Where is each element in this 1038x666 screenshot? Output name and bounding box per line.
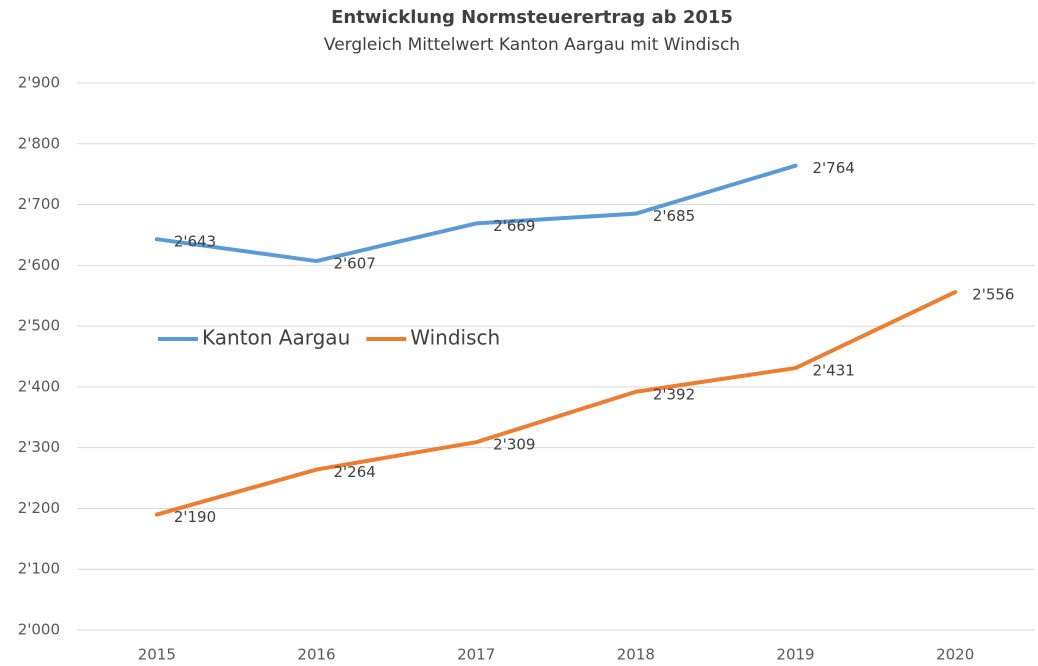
- series-line: [154, 163, 798, 264]
- data-label: 2'764: [813, 159, 855, 177]
- y-tick-label: 2'800: [18, 134, 60, 152]
- y-tick-label: 2'400: [18, 377, 60, 395]
- y-tick-label: 2'000: [18, 621, 60, 639]
- series-line: [154, 290, 958, 517]
- data-label: 2'264: [334, 463, 376, 481]
- data-label: 2'392: [653, 385, 695, 403]
- x-tick-label: 2015: [138, 646, 176, 663]
- y-tick-label: 2'300: [18, 438, 60, 456]
- data-label: 2'431: [813, 362, 855, 380]
- data-label: 2'607: [334, 255, 376, 273]
- chart-subtitle: Vergleich Mittelwert Kanton Aargau mit W…: [324, 35, 740, 55]
- chart-title: Entwicklung Normsteuerertrag ab 2015: [331, 7, 733, 28]
- data-label: 2'643: [174, 233, 216, 251]
- data-label: 2'190: [174, 508, 216, 526]
- y-tick-label: 2'700: [18, 195, 60, 213]
- data-label: 2'556: [972, 286, 1014, 304]
- legend-label: Windisch: [410, 326, 500, 350]
- x-tick-label: 2020: [936, 646, 974, 663]
- y-tick-label: 2'100: [18, 560, 60, 578]
- y-tick-label: 2'500: [18, 317, 60, 335]
- x-tick-label: 2017: [457, 646, 495, 663]
- data-label: 2'669: [493, 217, 535, 235]
- y-tick-label: 2'200: [18, 499, 60, 517]
- x-tick-label: 2018: [617, 646, 655, 663]
- y-tick-label: 2'600: [18, 256, 60, 274]
- legend-label: Kanton Aargau: [202, 326, 350, 350]
- data-label: 2'309: [493, 436, 535, 454]
- y-tick-label: 2'900: [18, 74, 60, 92]
- x-tick-label: 2016: [297, 646, 335, 663]
- data-label: 2'685: [653, 207, 695, 225]
- x-tick-label: 2019: [776, 646, 814, 663]
